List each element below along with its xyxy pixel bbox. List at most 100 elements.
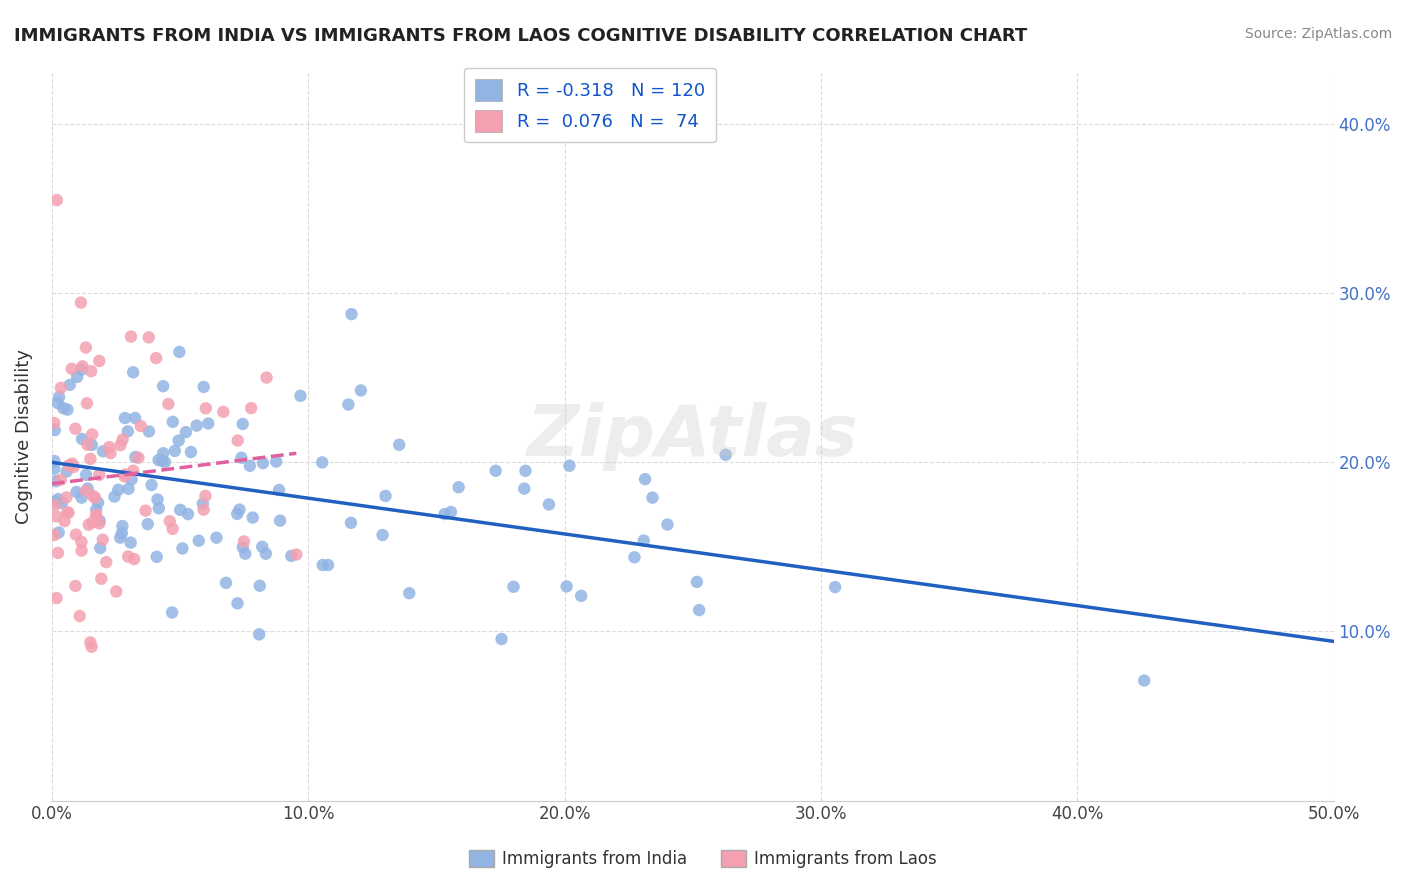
India [186,418,208,433]
India [44,454,66,468]
India [169,345,191,359]
India [252,456,274,470]
India [146,492,169,507]
Laos [60,361,83,376]
India [48,525,70,540]
Laos [82,489,104,503]
Laos [44,416,66,430]
India [558,458,581,473]
Laos [114,469,136,483]
India [80,438,103,452]
India [205,531,228,545]
India [124,450,146,464]
India [75,467,97,482]
India [172,541,194,556]
India [46,396,69,410]
India [254,547,277,561]
India [122,365,145,379]
Laos [194,401,217,416]
India [311,455,333,469]
Laos [45,193,67,207]
India [66,370,89,384]
India [169,503,191,517]
India [141,478,163,492]
Laos [212,405,235,419]
Text: IMMIGRANTS FROM INDIA VS IMMIGRANTS FROM LAOS COGNITIVE DISABILITY CORRELATION C: IMMIGRANTS FROM INDIA VS IMMIGRANTS FROM… [14,27,1028,45]
Laos [89,354,111,368]
India [153,455,176,469]
Laos [53,514,76,528]
India [117,425,139,439]
Laos [76,438,98,452]
Laos [138,330,160,344]
India [686,574,709,589]
India [226,507,249,521]
India [163,443,186,458]
Laos [90,572,112,586]
India [290,389,312,403]
Laos [100,446,122,460]
Laos [75,341,97,355]
India [249,579,271,593]
Laos [98,440,121,454]
India [70,362,93,376]
India [45,474,67,488]
India [197,417,219,431]
Laos [285,548,308,562]
India [111,526,134,541]
India [232,541,254,555]
India [65,485,87,500]
India [76,482,98,496]
India [228,502,250,516]
Laos [84,491,107,505]
Laos [117,549,139,564]
India [91,444,114,458]
Laos [62,460,84,475]
Laos [69,609,91,624]
India [136,517,159,532]
Y-axis label: Cognitive Disability: Cognitive Disability [15,350,32,524]
India [232,417,254,431]
Laos [79,635,101,649]
India [502,580,524,594]
Laos [65,579,87,593]
India [160,606,183,620]
Laos [80,364,103,378]
Laos [56,506,79,520]
India [688,603,710,617]
India [180,445,202,459]
Laos [122,464,145,478]
India [117,482,139,496]
Laos [79,451,101,466]
India [114,411,136,425]
Laos [105,584,128,599]
Laos [72,359,94,374]
Laos [159,514,181,528]
India [56,402,79,417]
India [371,528,394,542]
Laos [45,591,67,606]
Laos [127,450,149,465]
India [264,454,287,468]
Laos [89,516,111,531]
Laos [62,457,84,471]
India [48,390,70,404]
India [84,502,107,516]
India [145,549,167,564]
India [337,398,360,412]
India [103,490,125,504]
Laos [70,295,93,310]
India [623,550,645,565]
India [1133,673,1156,688]
Laos [114,467,136,482]
Laos [49,381,72,395]
India [187,533,209,548]
Laos [84,508,107,522]
Laos [44,528,66,542]
Laos [193,502,215,516]
India [513,482,536,496]
India [569,589,592,603]
Laos [129,419,152,434]
India [247,627,270,641]
Laos [96,555,118,569]
